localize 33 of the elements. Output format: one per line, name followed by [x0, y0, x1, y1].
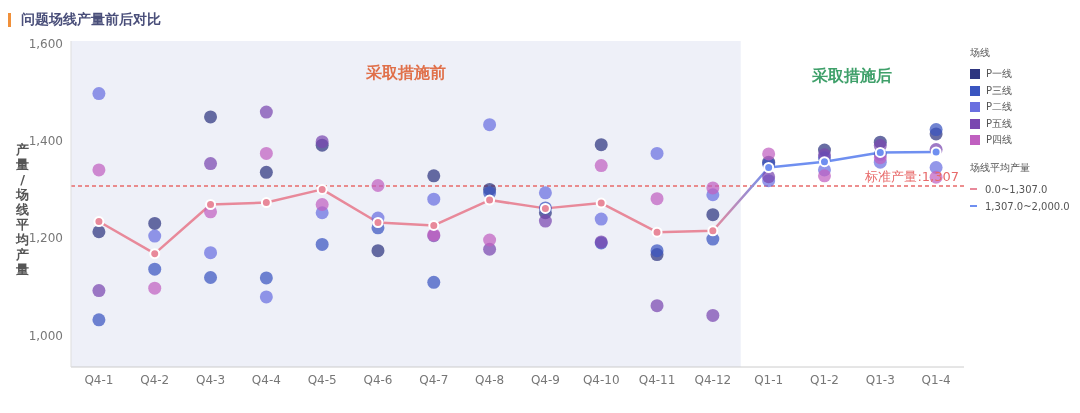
x-tick-label: Q4-12 [694, 372, 732, 387]
y-tick-label: 1,600 [28, 36, 63, 51]
x-tick-label: Q4-2 [140, 372, 170, 387]
x-tick-label: Q4-6 [363, 372, 393, 387]
x-tick-label: Q4-1 [84, 372, 114, 387]
band-label: 采取措施前 [364, 63, 446, 83]
annotation: 采取措施后 [811, 66, 894, 87]
legend-label: P三线 [986, 83, 1013, 98]
x-tick-label: Q4-10 [582, 372, 620, 387]
x-tick-label: Q1-2 [809, 372, 839, 387]
legend-label: P四线 [986, 133, 1013, 148]
y-tick-label: 1,400 [28, 134, 63, 149]
legend-label: P五线 [986, 116, 1013, 131]
x-tick-label: Q1-1 [754, 372, 784, 387]
x-tick-label: Q4-9 [530, 372, 560, 387]
legend-title: 场线 [970, 46, 991, 60]
y-axis-title: 产量/场线平均产量 [15, 142, 29, 277]
legend-label: P一线 [986, 67, 1013, 82]
x-tick-label: Q4-4 [251, 372, 281, 387]
y-tick-label: 1,200 [28, 231, 63, 246]
x-tick-label: Q4-8 [475, 372, 505, 387]
text: 场线平均产量 [970, 160, 1031, 175]
y-tick-label: 1,000 [28, 328, 63, 343]
legend-label: P二线 [986, 100, 1013, 115]
text: 1,307.0~2,000.0 [985, 200, 1070, 212]
x-tick-label: Q4-5 [307, 372, 337, 387]
text: 0.0~1,307.0 [985, 183, 1048, 195]
x-tick-label: Q4-3 [196, 372, 226, 387]
x-tick-label: Q1-4 [921, 372, 951, 387]
chart-title: 问题场线产量前后对比 [21, 11, 161, 29]
x-tick-label: Q1-3 [865, 372, 895, 387]
x-tick-label: Q4-11 [638, 372, 676, 387]
x-tick-label: Q4-7 [419, 372, 449, 387]
